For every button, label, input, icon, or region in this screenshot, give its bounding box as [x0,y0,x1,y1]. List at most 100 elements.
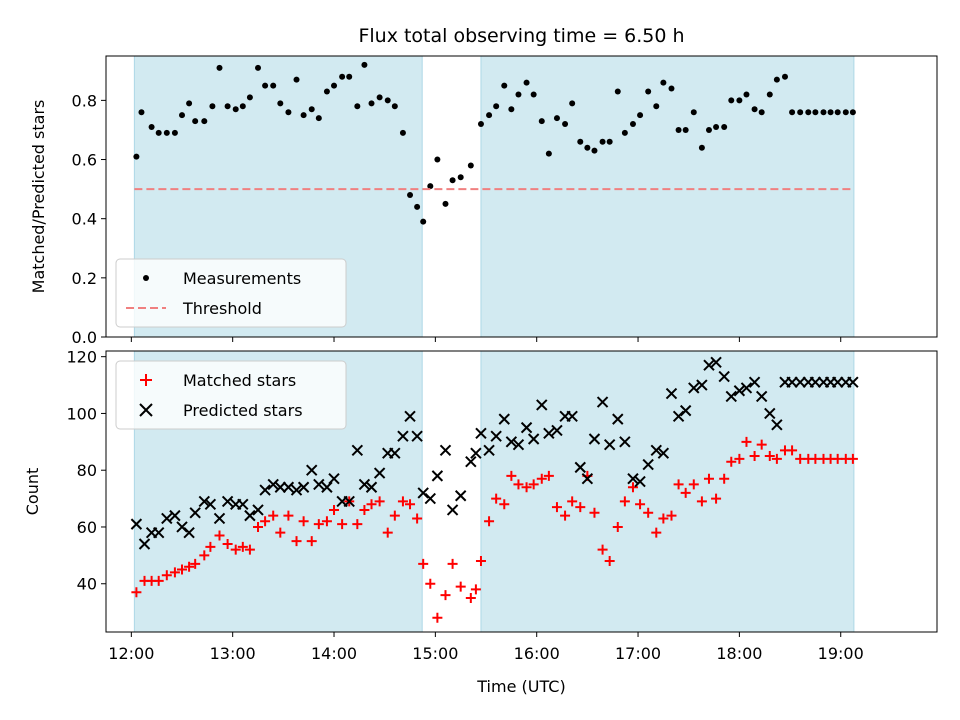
data-point [551,502,562,513]
data-point [710,356,722,369]
data-point [764,451,775,462]
data-point [627,482,638,493]
x-tick-label: 13:00 [210,644,256,663]
data-point [189,507,201,519]
data-point [698,144,705,151]
data-point [470,584,481,595]
data-point [756,439,767,450]
data-point [365,481,378,493]
data-point [328,473,340,485]
data-point [221,495,234,508]
data-point [237,498,249,510]
data-point [545,150,552,157]
data-point [397,496,408,507]
data-point [274,481,287,493]
series-measurements [133,61,856,225]
data-point [382,527,393,538]
data-point [315,115,322,122]
data-point [675,126,682,133]
data-point [351,444,364,457]
y-tick-label: 40 [77,575,97,594]
data-point [399,129,406,136]
legend-entry: Measurements [183,269,301,288]
data-point [650,444,662,457]
data-point [285,109,292,116]
y-tick-label: 0.6 [72,151,97,170]
data-point [596,396,609,408]
data-point [259,484,271,496]
legend: Matched stars Predicted stars [115,360,347,430]
legend-entry: Matched stars [183,371,296,390]
data-point [420,218,427,225]
data-point [734,453,745,464]
data-point [224,103,231,110]
bottom-count-panel: 40 60 80 100 120 12:00 13:00 14:00 15:00 16:00 17:… [66,348,938,663]
data-point [484,516,495,527]
data-point [291,536,302,547]
data-point [789,109,796,116]
data-point [171,129,178,136]
bottom-y-axis-label: Count [23,468,42,516]
data-point [834,109,841,116]
data-point [169,509,181,522]
data-point [508,106,515,113]
data-point [665,387,678,400]
data-point [255,64,262,71]
data-point [512,438,525,451]
data-point [152,526,165,539]
data-point [483,444,495,457]
data-point [412,513,423,524]
data-point [133,153,140,160]
data-point [163,129,170,136]
data-point [300,112,307,119]
data-point [621,129,628,136]
data-point [629,121,636,128]
data-point [313,519,324,530]
top-y-axis-label: Matched/Predicted stars [29,100,48,294]
data-point [521,482,532,493]
data-point [614,88,621,95]
data-point [359,504,370,515]
y-tick-label: 0.2 [72,269,97,288]
data-point [505,436,518,448]
data-point [268,510,279,521]
data-point [543,427,555,440]
data-point [153,575,164,586]
data-point [374,496,385,507]
data-point [773,76,780,83]
x-tick-label: 15:00 [412,644,458,663]
data-point [703,359,715,371]
data-point [786,376,798,388]
data-point [581,473,594,485]
data-point [680,487,691,498]
data-point [805,109,812,116]
data-point [658,513,669,524]
data-point [237,541,248,552]
data-point [831,376,844,388]
data-point [323,88,330,95]
data-point [148,123,155,130]
data-point [491,493,502,504]
data-point [499,499,510,510]
data-point [283,510,294,521]
data-point [358,478,371,491]
data-point [267,478,279,491]
data-point [414,203,421,210]
data-point [634,475,646,488]
legend-box [115,360,347,430]
data-point [404,410,416,422]
data-point [515,91,522,98]
data-point [812,109,819,116]
data-point [536,399,548,411]
data-point [673,479,684,490]
data-point [696,379,708,391]
data-point [184,561,195,572]
data-point [827,109,834,116]
data-point [205,541,216,552]
legend: Measurements Threshold [115,258,347,328]
data-point [232,106,239,113]
y-tick-label: 80 [77,461,97,480]
data-point [740,382,753,394]
data-point [627,473,639,485]
data-point [577,138,584,145]
